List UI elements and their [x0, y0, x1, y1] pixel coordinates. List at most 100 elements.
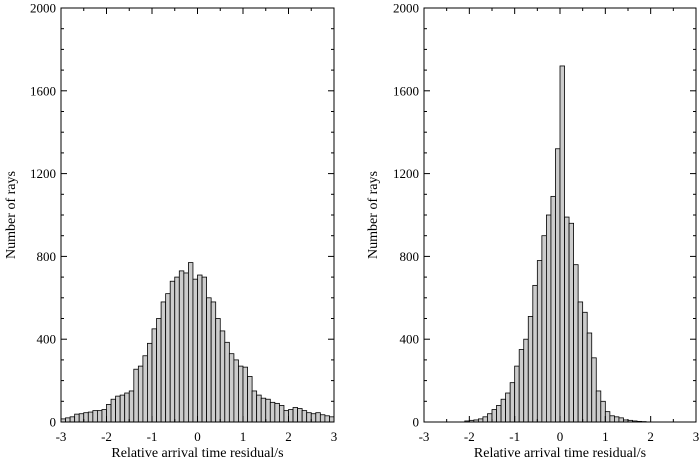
- histogram-bar: [329, 416, 335, 423]
- histogram-bar: [242, 366, 248, 423]
- histogram-bar: [559, 65, 565, 423]
- histogram-bar: [165, 293, 171, 423]
- histogram-bar: [265, 398, 271, 423]
- histogram-bar: [147, 342, 153, 423]
- histogram-bar: [500, 398, 507, 423]
- histogram-bar: [74, 413, 80, 423]
- histogram-bar: [482, 416, 488, 423]
- histogram-bar: [83, 412, 89, 423]
- histogram-bar: [278, 405, 285, 423]
- histogram-bar: [197, 274, 203, 423]
- histogram-bar: [224, 341, 230, 423]
- histogram-bar: [201, 276, 208, 423]
- histogram-bar: [536, 260, 543, 423]
- histogram-bar: [518, 349, 525, 423]
- histogram-bar: [110, 398, 117, 423]
- histogram-bar: [292, 407, 298, 423]
- histogram-bar: [269, 401, 276, 423]
- histogram-bar: [228, 353, 235, 423]
- x-tick-label: 1: [602, 429, 609, 444]
- histogram-bar: [97, 410, 103, 423]
- histogram-bar: [78, 413, 85, 423]
- histogram-bar: [301, 410, 308, 423]
- histogram-bar: [523, 338, 529, 423]
- histogram-bar: [151, 328, 157, 423]
- x-tick-label: 3: [331, 429, 338, 444]
- x-tick-label: -1: [147, 429, 158, 444]
- x-tick-label: 1: [240, 429, 247, 444]
- histogram-bar: [160, 301, 167, 423]
- histogram-bar: [65, 417, 71, 423]
- y-tick-label: 0: [50, 415, 57, 430]
- x-tick-label: 2: [285, 429, 292, 444]
- histogram-bar: [87, 411, 94, 423]
- histogram-bar: [568, 222, 575, 423]
- histogram-bar: [210, 301, 217, 423]
- y-tick-label: 1600: [30, 83, 56, 98]
- histogram-bar: [178, 270, 185, 423]
- histogram-bar: [546, 214, 552, 423]
- histogram-bar: [550, 195, 556, 423]
- histogram-bar: [174, 276, 180, 423]
- histogram-bar: [128, 390, 135, 423]
- histogram-bar: [573, 264, 579, 423]
- x-tick-label: 0: [557, 429, 564, 444]
- histogram-bar: [297, 408, 303, 423]
- histogram-bar: [156, 318, 162, 423]
- histogram-bar: [487, 413, 493, 423]
- histogram-bar: [324, 415, 330, 423]
- x-tick-label: -3: [56, 429, 67, 444]
- histogram-panel-left: -3 -2 -1 0 1 2 3 0 400 800 1200 1600 2000 Relative ar…: [4, 1, 337, 462]
- histogram-bar: [614, 416, 620, 423]
- y-tick-label: 800: [37, 249, 57, 264]
- histogram-bar: [283, 410, 289, 423]
- histogram-bar: [288, 409, 294, 423]
- y-tick-label: 1600: [393, 83, 419, 98]
- histogram-bar: [124, 392, 130, 423]
- histogram-bar: [532, 284, 538, 423]
- histogram-bar: [219, 330, 226, 423]
- histogram-bar: [577, 301, 584, 423]
- histogram-bar: [142, 355, 148, 423]
- histogram-bar: [106, 403, 112, 423]
- histogram-bar: [119, 394, 126, 423]
- histogram-bar: [115, 395, 121, 423]
- histogram-bar: [233, 359, 239, 423]
- y-tick-label: 0: [413, 415, 420, 430]
- histogram-bar: [256, 394, 262, 423]
- histogram-bar: [69, 416, 76, 423]
- histogram-bar: [92, 410, 98, 423]
- histogram-bar: [192, 278, 198, 423]
- histogram-bar: [238, 365, 244, 423]
- y-tick-label: 2000: [393, 1, 419, 16]
- histogram-bar: [600, 400, 606, 423]
- histogram-panel-right: -3 -2 -1 0 1 2 3 0 400 800 1200 1600 2000 Relative ar…: [366, 1, 699, 462]
- histogram-bar: [315, 412, 321, 423]
- histogram-bar: [274, 402, 280, 423]
- y-tick-label: 800: [400, 249, 420, 264]
- histogram-bar: [586, 332, 593, 423]
- y-axis-label: Number of rays: [366, 171, 381, 259]
- histogram-bar: [169, 280, 176, 423]
- histogram-bar: [591, 357, 597, 423]
- histogram-bar: [496, 405, 502, 423]
- histogram-bar: [137, 365, 144, 423]
- x-tick-label: 0: [194, 429, 201, 444]
- y-tick-label: 400: [37, 332, 57, 347]
- y-tick-label: 1200: [30, 166, 56, 181]
- histogram-bar: [609, 415, 615, 423]
- y-tick-label: 2000: [30, 1, 56, 16]
- histogram-bar: [509, 382, 516, 423]
- x-tick-label: -3: [419, 429, 430, 444]
- histogram-bar: [541, 235, 547, 423]
- x-axis-label: Relative arrival time residual/s: [474, 446, 646, 461]
- x-tick-label: -2: [101, 429, 112, 444]
- y-tick-label: 1200: [393, 166, 419, 181]
- histogram-bar: [183, 272, 189, 423]
- y-tick-label: 400: [400, 332, 420, 347]
- histogram-bar: [527, 316, 534, 423]
- histogram-bar: [555, 148, 561, 423]
- histogram-bar: [206, 297, 212, 423]
- histogram-bar: [251, 390, 258, 423]
